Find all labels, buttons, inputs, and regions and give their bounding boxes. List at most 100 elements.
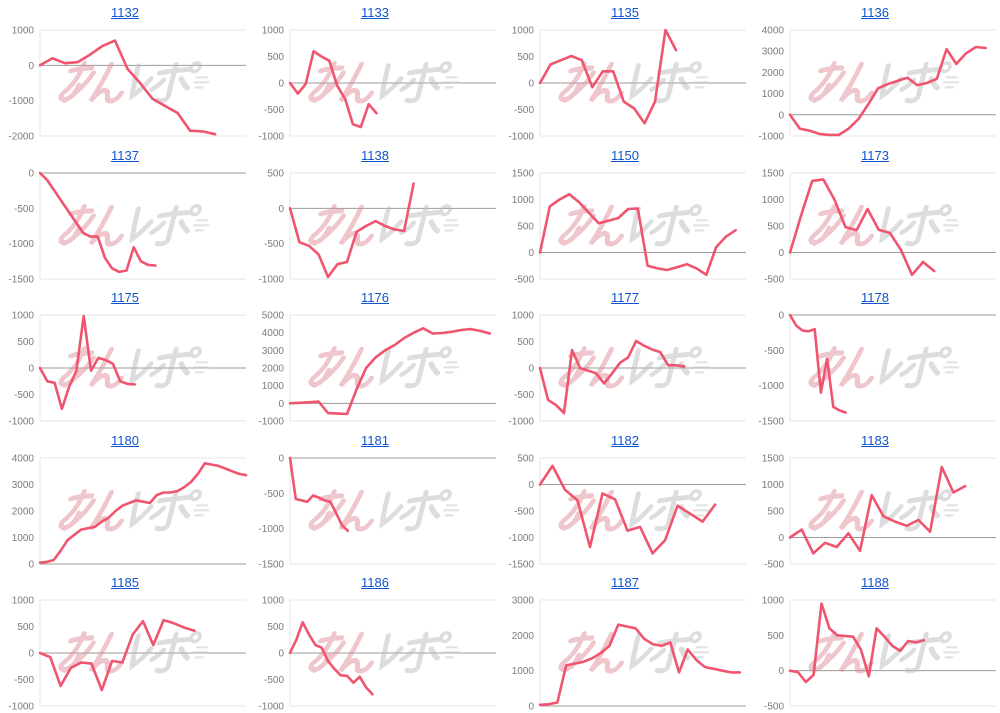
series-line bbox=[788, 465, 967, 555]
y-tick-label: 0 bbox=[778, 311, 784, 322]
y-tick-label: 500 bbox=[767, 506, 784, 517]
y-tick-label: 0 bbox=[778, 110, 784, 121]
y-tick-label: 2000 bbox=[262, 364, 285, 375]
y-tick-label: -500 bbox=[14, 675, 34, 686]
series-line bbox=[288, 49, 378, 129]
chart-title-link[interactable]: 1138 bbox=[361, 147, 389, 163]
y-tick-label: 0 bbox=[778, 667, 784, 678]
y-tick-label: 500 bbox=[267, 168, 284, 179]
y-tick-label: -500 bbox=[14, 390, 34, 401]
series-line bbox=[538, 339, 686, 415]
chart-title-link[interactable]: 1181 bbox=[361, 432, 389, 448]
y-tick-label: 500 bbox=[517, 52, 534, 63]
y-tick-label: 1000 bbox=[512, 26, 535, 37]
y-tick-label: -1000 bbox=[258, 417, 284, 428]
y-tick-label: -1000 bbox=[258, 702, 284, 713]
y-tick-label: 2000 bbox=[762, 68, 785, 79]
chart-title-link[interactable]: 1133 bbox=[361, 5, 389, 20]
minrepo-watermark bbox=[60, 348, 214, 386]
chart-cell: 1175 1000 500 0 -500 -1000 bbox=[0, 285, 250, 428]
chart-title-link[interactable]: 1182 bbox=[611, 432, 639, 448]
y-tick-label: 1000 bbox=[262, 26, 285, 37]
chart-cell: 1133 1000 500 0 -500 -1000 bbox=[250, 0, 500, 143]
chart-title-link[interactable]: 1186 bbox=[361, 575, 389, 591]
line-chart: 1000 500 0 -500 -1000 bbox=[508, 26, 746, 142]
y-tick-label: -1000 bbox=[8, 417, 34, 428]
y-tick-label: -500 bbox=[514, 506, 534, 517]
series-line bbox=[288, 456, 349, 532]
chart-cell: 1178 0 -500 -1000 -1500 bbox=[750, 285, 1000, 428]
y-tick-label: 0 bbox=[528, 79, 534, 90]
y-tick-label: 0 bbox=[528, 702, 534, 713]
line-chart: 5000 4000 3000 2000 1000 0 -1000 bbox=[258, 311, 496, 428]
y-tick-label: 500 bbox=[767, 221, 784, 232]
y-tick-label: 5000 bbox=[262, 311, 285, 322]
chart-title-link[interactable]: 1176 bbox=[361, 290, 389, 306]
chart-title-link[interactable]: 1180 bbox=[111, 432, 139, 448]
y-tick-label: -1000 bbox=[8, 702, 34, 713]
minrepo-watermark bbox=[810, 205, 964, 243]
y-tick-label: 0 bbox=[528, 248, 534, 259]
chart-title-link[interactable]: 1150 bbox=[611, 147, 639, 163]
y-tick-label: -1000 bbox=[508, 533, 534, 544]
series-line bbox=[788, 313, 847, 414]
y-tick-label: 4000 bbox=[262, 328, 285, 339]
chart-cell: 1181 0 -500 -1000 -1500 bbox=[250, 428, 500, 571]
y-tick-label: -2000 bbox=[8, 132, 34, 143]
y-tick-label: -500 bbox=[264, 105, 284, 116]
y-tick-label: -1000 bbox=[758, 381, 784, 392]
line-chart: 3000 2000 1000 0 bbox=[512, 596, 746, 713]
chart-title-link[interactable]: 1137 bbox=[111, 147, 139, 163]
chart-title-link[interactable]: 1187 bbox=[611, 575, 639, 591]
y-tick-label: 1000 bbox=[262, 381, 285, 392]
series-line bbox=[38, 314, 137, 411]
chart-title-link[interactable]: 1135 bbox=[611, 5, 639, 20]
minrepo-watermark bbox=[560, 348, 714, 386]
series-line bbox=[38, 619, 196, 692]
chart-cell: 1177 1000 500 0 -500 -1000 bbox=[500, 285, 750, 428]
series-line bbox=[788, 45, 987, 137]
chart-title-link[interactable]: 1185 bbox=[111, 575, 139, 591]
chart-cell: 1180 4000 3000 2000 1000 0 bbox=[0, 428, 250, 571]
y-tick-label: 0 bbox=[778, 533, 784, 544]
y-tick-label: -1000 bbox=[258, 274, 284, 285]
y-tick-label: 0 bbox=[28, 168, 34, 179]
y-tick-label: -500 bbox=[514, 105, 534, 116]
chart-title-link[interactable]: 1177 bbox=[611, 290, 639, 306]
y-tick-label: 4000 bbox=[762, 26, 785, 37]
y-tick-label: -500 bbox=[764, 274, 784, 285]
chart-cell: 1187 3000 2000 1000 0 bbox=[500, 570, 750, 713]
y-tick-label: 500 bbox=[517, 453, 534, 464]
y-tick-label: 1000 bbox=[512, 311, 535, 322]
y-tick-label: 1500 bbox=[762, 453, 785, 464]
minrepo-watermark bbox=[60, 633, 214, 671]
y-tick-label: 4000 bbox=[12, 453, 35, 464]
series-line bbox=[788, 602, 926, 684]
chart-title-link[interactable]: 1183 bbox=[861, 432, 889, 448]
series-line bbox=[788, 177, 936, 276]
chart-title-link[interactable]: 1132 bbox=[111, 5, 139, 20]
line-chart: 4000 3000 2000 1000 0 bbox=[12, 453, 248, 570]
y-tick-label: 3000 bbox=[512, 596, 535, 607]
chart-title-link[interactable]: 1173 bbox=[861, 147, 889, 163]
y-tick-label: 1500 bbox=[762, 168, 785, 179]
series-line bbox=[538, 464, 717, 555]
y-tick-label: 500 bbox=[267, 52, 284, 63]
y-tick-label: 0 bbox=[28, 61, 34, 72]
line-chart: 1000 500 0 -500 bbox=[762, 596, 996, 712]
y-tick-label: 3000 bbox=[262, 346, 285, 357]
minrepo-watermark bbox=[810, 348, 964, 386]
y-tick-label: 500 bbox=[17, 337, 34, 348]
line-chart: 1000 500 0 -500 -1000 bbox=[8, 311, 246, 428]
chart-title-link[interactable]: 1188 bbox=[861, 575, 889, 591]
chart-title-link[interactable]: 1175 bbox=[111, 290, 139, 306]
y-tick-label: 2000 bbox=[512, 631, 535, 642]
minrepo-watermark bbox=[60, 205, 214, 243]
y-tick-label: 1000 bbox=[512, 195, 535, 206]
y-tick-label: 500 bbox=[767, 631, 784, 642]
series-line bbox=[288, 181, 415, 278]
chart-title-link[interactable]: 1178 bbox=[861, 290, 889, 306]
chart-title-link[interactable]: 1136 bbox=[861, 5, 889, 20]
y-tick-label: 2000 bbox=[12, 506, 35, 517]
